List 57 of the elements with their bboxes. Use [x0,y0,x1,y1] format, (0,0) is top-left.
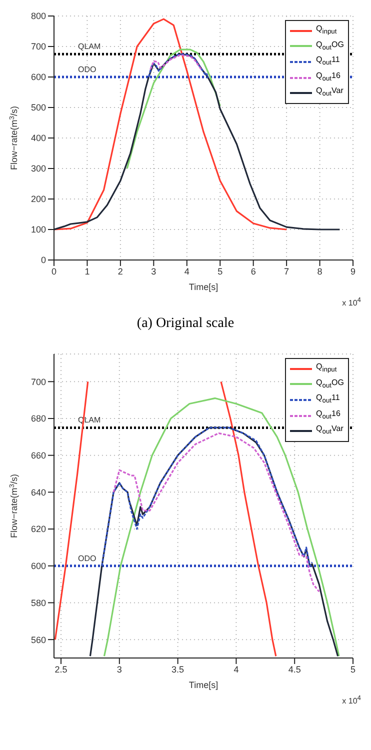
y-tick-label: 600 [30,561,46,572]
x-tick-label: 2 [118,266,123,276]
y-tick-label: 660 [30,450,46,461]
line-series [148,53,210,78]
y-tick-label: 560 [30,634,46,645]
line-series [150,54,203,72]
x-tick-label: 4 [184,266,190,276]
line-series [112,432,320,592]
x-tick-label: 3 [116,664,122,674]
legend-label: Q$_{out}$Var [316,85,344,100]
ref-line-label: ODO [78,554,96,563]
ref-line-label: ODO [78,65,96,74]
y-tick-label: 100 [30,224,46,235]
y-tick-label: 640 [30,487,46,498]
ref-line-label: QLAM [78,42,102,52]
x-tick-label: 5 [350,664,356,674]
x-tick-label: 8 [317,266,322,276]
text: (a) Original scale [136,316,236,332]
y-tick-label: 700 [30,42,46,52]
y-tick-label: 680 [30,414,46,424]
y-tick-label: 500 [30,102,46,113]
text: x 10$^{4}$ [342,297,361,308]
text: x 10$^{4}$ [342,695,361,706]
x-tick-label: 3.5 [172,664,184,674]
x-tick-label: 9 [350,266,356,276]
y-tick-label: 400 [30,133,46,144]
y-tick-label: 300 [30,164,46,174]
x-tick-label: 4.5 [288,664,301,674]
x-tick-label: 3 [151,266,156,276]
legend-label: Q$_{out}$11 [316,392,340,407]
x-tick-label: 2.5 [54,664,68,674]
y-tick-label: 200 [30,194,46,204]
line-series [126,48,221,170]
y-tick-label: 620 [30,524,46,534]
legend-label: Q$_{out}$OG [316,376,344,392]
line-series [101,426,313,567]
legend-label: Q$_{input}$ [316,23,337,38]
x-axis-title: Time[s] [188,680,218,690]
y-tick-label: 700 [30,376,46,387]
legend-label: Q$_{out}$OG [316,38,344,54]
legend-label: Q$_{out}$11 [316,54,340,69]
legend-label: Q$_{input}$ [316,361,337,376]
x-tick-label: 7 [284,266,290,276]
legend-label: Q$_{out}$16 [316,408,340,422]
y-tick-label: 800 [30,11,46,22]
x-tick-label: 5 [218,266,223,276]
legend-label: Q$_{out}$16 [316,70,340,84]
y-tick-label: 580 [30,598,46,608]
y-tick-label: 0 [40,255,46,266]
line-series [54,18,288,230]
legend-label: Q$_{out}$Var [316,423,344,438]
x-tick-label: 4 [234,664,239,674]
x-axis-title: Time[s] [188,282,218,292]
x-tick-label: 6 [250,266,256,276]
x-tick-label: 0 [51,266,57,276]
x-tick-label: 1 [84,266,90,276]
y-tick-label: 600 [30,72,46,82]
